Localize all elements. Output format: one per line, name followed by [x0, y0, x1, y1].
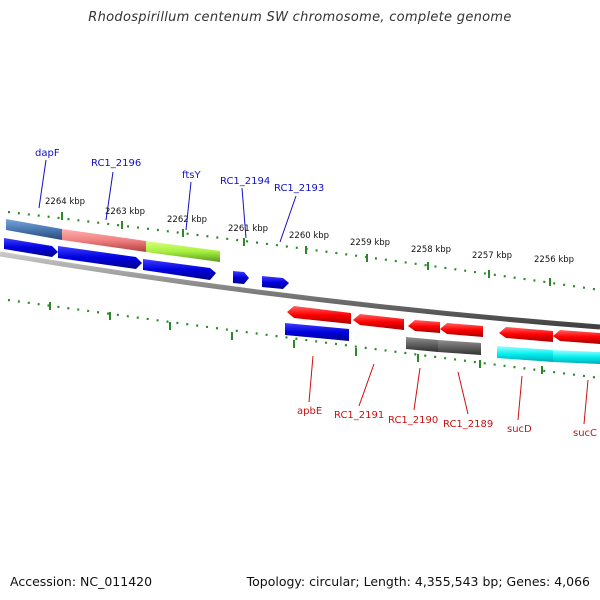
bottom-cog-bars: [285, 323, 600, 364]
kbp-label: 2264 kbp: [45, 197, 85, 207]
gene-arrow-sucD[interactable]: [499, 327, 553, 342]
kbp-label: 2258 kbp: [411, 245, 451, 255]
gene-arrow-ftsY[interactable]: [143, 259, 216, 280]
gene-arrow-dapF[interactable]: [4, 238, 58, 257]
kbp-label: 2257 kbp: [472, 251, 512, 261]
top-cog-bar: [6, 219, 220, 262]
kbp-label: 2263 kbp: [105, 207, 145, 217]
kbp-labels: 2264 kbp 2263 kbp 2262 kbp 2261 kbp 2260…: [45, 197, 574, 265]
gene-label-RC1-2194: RC1_2194: [220, 176, 270, 187]
gene-label-apbE: apbE: [297, 406, 322, 417]
gene-arrow-RC1-2189[interactable]: [440, 323, 483, 337]
lower-major-ticks: [49, 302, 543, 374]
gene-arrow-RC1-2193[interactable]: [262, 276, 289, 289]
gene-label-sucD: sucD: [507, 424, 532, 435]
gene-label-RC1-2196: RC1_2196: [91, 158, 141, 169]
gene-arrow-apbE[interactable]: [287, 306, 351, 324]
genome-backbone: [0, 251, 600, 330]
upper-major-ticks: [61, 212, 551, 286]
kbp-label: 2256 kbp: [534, 255, 574, 265]
gene-arrow-RC1-2191[interactable]: [353, 314, 404, 330]
gene-label-RC1-2191: RC1_2191: [334, 410, 384, 421]
kbp-label: 2260 kbp: [289, 231, 329, 241]
gene-label-RC1-2190: RC1_2190: [388, 415, 438, 426]
kbp-label: 2261 kbp: [228, 224, 268, 234]
gene-arrow-RC1-2190[interactable]: [408, 320, 440, 333]
gene-label-ftsY: ftsY: [182, 170, 201, 181]
gene-label-sucC: sucC: [573, 428, 597, 439]
gene-arrow-sucC[interactable]: [553, 330, 600, 344]
top-gene-labels: dapF RC1_2196 ftsY RC1_2194 RC1_2193: [35, 148, 324, 243]
gene-label-dapF: dapF: [35, 148, 60, 159]
gene-arrow-RC1-2196[interactable]: [58, 246, 142, 269]
accession-text: Accession: NC_011420: [10, 574, 153, 589]
kbp-label: 2259 kbp: [350, 238, 390, 248]
bottom-gene-labels: apbE RC1_2191 RC1_2190 RC1_2189 sucD suc…: [297, 355, 597, 439]
gene-label-RC1-2189: RC1_2189: [443, 419, 493, 430]
reverse-genes: [287, 306, 600, 344]
gene-arrow-RC1-2194[interactable]: [233, 271, 249, 284]
topology-text: Topology: circular; Length: 4,355,543 bp…: [246, 574, 590, 589]
gene-label-RC1-2193: RC1_2193: [274, 183, 324, 194]
forward-genes: [4, 238, 289, 289]
map-title: Rhodospirillum centenum SW chromosome, c…: [88, 10, 512, 25]
